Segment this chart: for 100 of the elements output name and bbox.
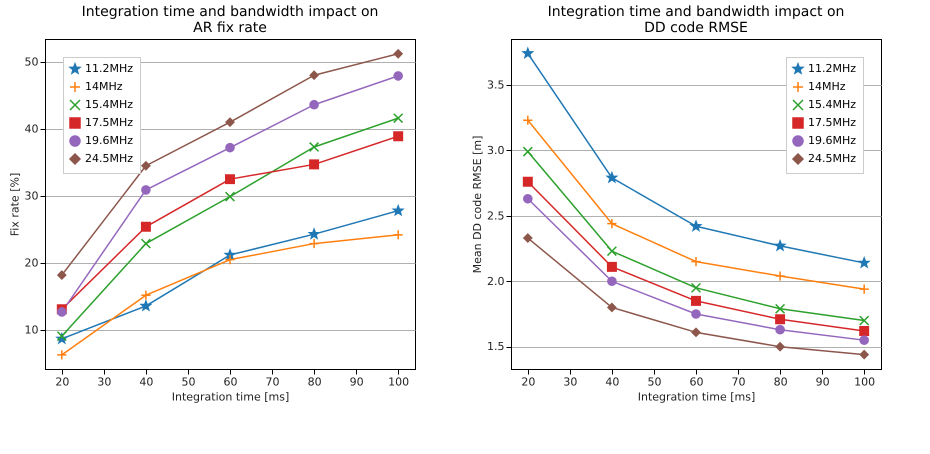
point <box>690 256 702 267</box>
x-tick-label: 30 <box>563 376 578 388</box>
point <box>522 114 534 126</box>
point <box>224 191 236 202</box>
point <box>57 270 66 280</box>
legend-label: 11.2MHz <box>808 62 856 75</box>
legend-label: 19.6MHz <box>808 134 856 147</box>
point <box>606 172 618 182</box>
point <box>774 240 786 250</box>
x-tick-label: 100 <box>854 376 876 388</box>
point <box>860 350 869 360</box>
point <box>309 100 319 110</box>
y-tick-label: 40 <box>24 122 38 136</box>
y-axis-title: Fix rate [%] <box>8 172 22 236</box>
point <box>775 342 785 352</box>
point <box>140 290 152 301</box>
point <box>308 238 320 249</box>
y-axis-title: Mean DD code RMSE [m] <box>471 136 484 274</box>
point <box>140 238 152 249</box>
point <box>858 284 870 294</box>
point <box>225 118 235 127</box>
chart-title: Integration time and bandwidth impact on AR fix rate <box>82 4 378 36</box>
legend-label: 17.5MHz <box>808 116 856 129</box>
point <box>56 350 68 360</box>
point <box>859 315 870 326</box>
point <box>393 71 403 81</box>
x-axis-title: Integration time [ms] <box>172 390 290 404</box>
y-tick-label: 2.0 <box>487 274 504 288</box>
chart-title: Integration time and bandwidth impact on DD code RMSE <box>548 4 844 36</box>
x-tick-label: 30 <box>97 376 112 388</box>
point <box>690 220 702 231</box>
y-tick-label: 10 <box>24 324 38 337</box>
point <box>394 49 403 58</box>
point <box>141 185 151 195</box>
point <box>859 326 870 336</box>
x-tick-label: 70 <box>266 376 280 388</box>
x-tick-label: 60 <box>690 376 704 388</box>
point <box>522 146 533 157</box>
point <box>775 314 786 324</box>
legend-label: 24.5MHz <box>85 152 134 165</box>
point <box>224 254 236 266</box>
point <box>225 142 235 152</box>
x-tick-label: 80 <box>308 376 322 388</box>
point <box>606 218 618 229</box>
point <box>393 112 404 124</box>
point <box>392 205 404 216</box>
point <box>57 307 67 317</box>
point <box>691 296 701 306</box>
x-tick-label: 20 <box>55 376 70 388</box>
x-tick-label: 40 <box>605 376 620 388</box>
y-tick-label: 30 <box>24 189 38 202</box>
point <box>522 48 534 58</box>
y-tick-label: 20 <box>24 256 38 270</box>
point <box>308 228 320 239</box>
point <box>607 302 617 312</box>
x-tick-label: 70 <box>732 376 746 388</box>
x-tick-label: 100 <box>388 376 410 388</box>
point <box>308 142 320 152</box>
x-tick-label: 90 <box>350 376 364 388</box>
point <box>775 324 785 335</box>
legend-label: 14MHz <box>808 80 846 93</box>
point <box>690 282 702 293</box>
legend-label: 24.5MHz <box>808 152 856 165</box>
point <box>140 300 152 311</box>
point <box>774 304 786 314</box>
x-tick-label: 90 <box>816 376 830 388</box>
point <box>858 257 870 268</box>
y-tick-label: 50 <box>24 55 38 68</box>
point <box>392 230 404 240</box>
y-tick-label: 3.5 <box>487 78 504 92</box>
x-tick-label: 60 <box>224 376 238 388</box>
point <box>309 70 319 80</box>
point <box>522 176 533 187</box>
point <box>606 262 617 272</box>
point <box>523 194 533 204</box>
legend-label: 15.4MHz <box>85 98 134 111</box>
legend-label: 17.5MHz <box>85 116 134 129</box>
point <box>774 270 786 282</box>
point <box>859 335 869 345</box>
x-axis-title: Integration time [ms] <box>638 390 756 404</box>
x-tick-label: 50 <box>647 376 662 388</box>
point <box>523 233 532 243</box>
point <box>140 222 151 232</box>
legend-label: 14MHz <box>85 80 123 93</box>
y-tick-label: 3.0 <box>487 144 504 157</box>
legend-label: 15.4MHz <box>808 98 856 111</box>
point <box>225 174 235 184</box>
point <box>607 276 617 286</box>
y-tick-label: 2.5 <box>487 209 504 222</box>
point <box>309 159 320 170</box>
point <box>393 131 404 142</box>
x-tick-label: 80 <box>774 376 788 388</box>
x-tick-label: 20 <box>521 376 536 388</box>
y-tick-label: 1.5 <box>487 340 504 354</box>
point <box>141 161 151 170</box>
legend-label: 11.2MHz <box>85 62 134 75</box>
x-tick-label: 40 <box>139 376 154 388</box>
x-tick-label: 50 <box>181 376 196 388</box>
point <box>606 246 618 256</box>
legend-label: 19.6MHz <box>85 134 134 147</box>
